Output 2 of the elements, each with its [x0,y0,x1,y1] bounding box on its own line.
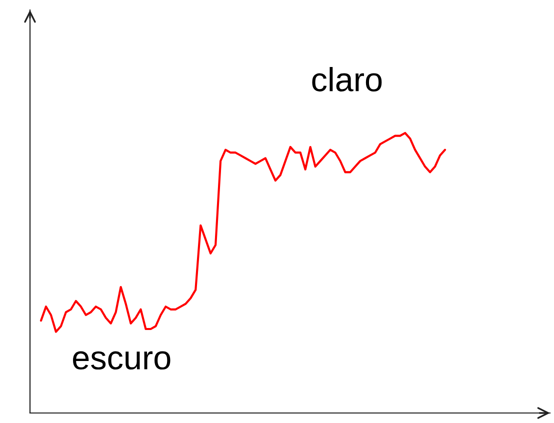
text: claro [312,67,382,92]
annotation: escuro [73,351,170,370]
